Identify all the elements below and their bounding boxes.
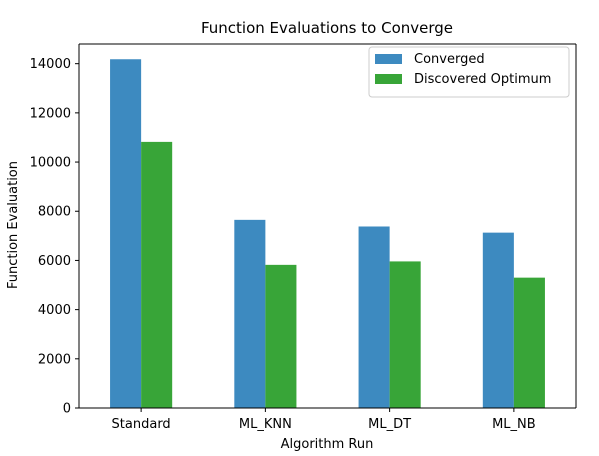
- y-tick-label: 2000: [38, 352, 71, 367]
- legend-label: Discovered Optimum: [414, 72, 551, 87]
- bar: [265, 265, 296, 408]
- y-tick-label: 6000: [38, 254, 71, 269]
- bar: [390, 261, 421, 408]
- bar: [110, 59, 141, 408]
- y-tick-label: 10000: [30, 156, 71, 171]
- bar: [514, 278, 545, 408]
- chart-title: Function Evaluations to Converge: [201, 19, 453, 37]
- x-tick-label: Standard: [112, 417, 171, 432]
- legend-label: Converged: [414, 52, 485, 67]
- legend-swatch: [375, 54, 402, 64]
- legend: Converged Discovered Optimum: [369, 47, 569, 97]
- legend-swatch: [375, 74, 402, 84]
- y-tick-label: 0: [63, 402, 71, 417]
- y-tick-label: 4000: [38, 303, 71, 318]
- bar: [234, 220, 265, 408]
- y-tick-label: 14000: [30, 57, 71, 72]
- x-tick-label: ML_DT: [368, 417, 411, 432]
- y-tick-label: 8000: [38, 205, 71, 220]
- x-tick-label: ML_KNN: [239, 417, 292, 432]
- bar: [483, 233, 514, 408]
- x-tick-label: ML_NB: [492, 417, 536, 432]
- y-axis-label: Function Evaluation: [6, 161, 21, 289]
- y-tick-label: 12000: [30, 106, 71, 121]
- bar: [359, 226, 390, 408]
- bars-layer: [110, 59, 545, 408]
- bar: [141, 142, 172, 408]
- x-axis-label: Algorithm Run: [281, 437, 374, 452]
